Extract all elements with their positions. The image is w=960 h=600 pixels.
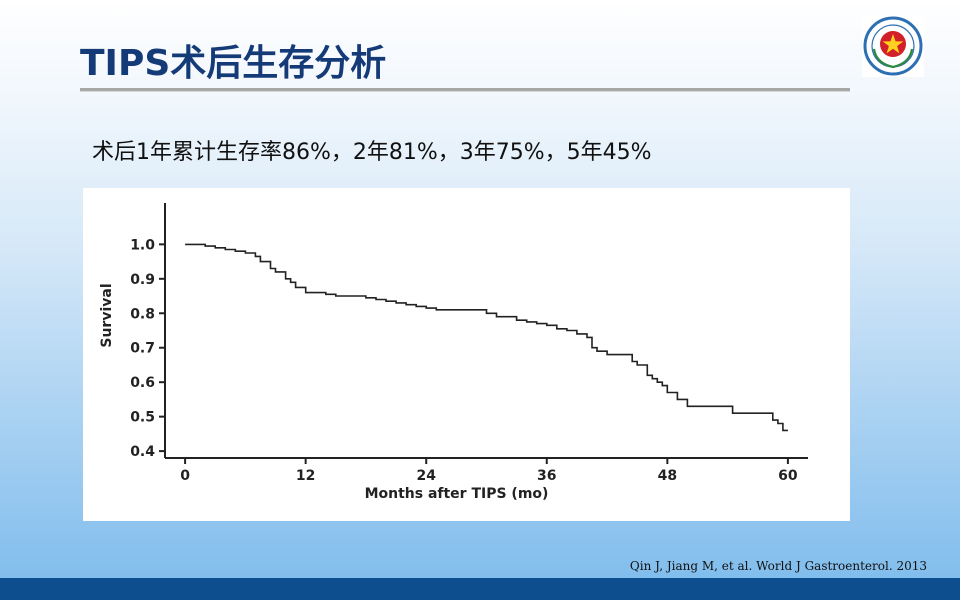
footer-bar (0, 578, 960, 600)
x-tick-label: 24 (416, 468, 436, 484)
x-tick-label: 36 (537, 468, 556, 484)
survival-curve (185, 243, 788, 432)
y-tick-label: 0.7 (130, 341, 155, 357)
slide-title: TIPS术后生存分析 (80, 43, 387, 84)
hospital-logo (862, 15, 924, 77)
chart-axes (164, 203, 808, 459)
y-tick-label: 0.9 (130, 272, 155, 288)
citation: Qin J, Jiang M, et al. World J Gastroent… (629, 559, 927, 573)
x-tick-label: 0 (180, 468, 190, 484)
survival-chart: 0 12 24 36 48 60 1.0 0.9 0.8 0.7 0.6 0.5 0.4 Months … (99, 203, 808, 502)
chart-ticks: 0 12 24 36 48 60 1.0 0.9 0.8 0.7 0.6 0.5 0.4 (130, 237, 798, 484)
x-tick-label: 12 (296, 468, 315, 484)
survival-chart-panel: 0 12 24 36 48 60 1.0 0.9 0.8 0.7 0.6 0.5 0.4 Months … (83, 188, 850, 521)
y-tick-label: 0.8 (130, 306, 155, 322)
y-axis-label: Survival (99, 283, 115, 347)
x-tick-label: 60 (778, 468, 798, 484)
chart-series (185, 243, 788, 432)
title-divider (80, 88, 850, 92)
survival-summary: 术后1年累计生存率86%，2年81%，3年75%，5年45% (92, 140, 652, 165)
y-tick-label: 1.0 (130, 237, 155, 253)
red-star-emblem-icon (863, 16, 923, 76)
x-tick-label: 48 (658, 468, 677, 484)
y-tick-label: 0.5 (130, 410, 155, 426)
x-axis-label: Months after TIPS (mo) (365, 486, 549, 502)
y-tick-label: 0.4 (130, 444, 155, 460)
y-tick-label: 0.6 (130, 375, 155, 391)
